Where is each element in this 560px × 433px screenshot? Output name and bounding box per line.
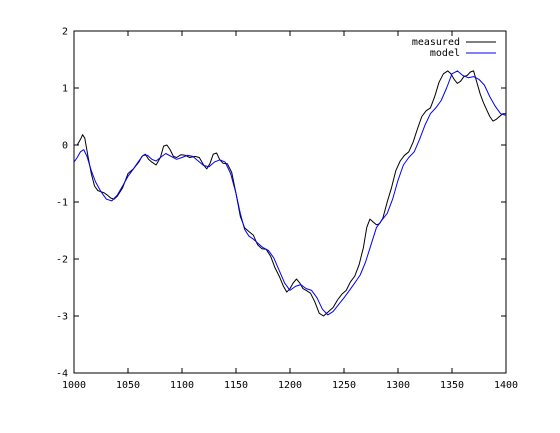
y-tick-label: 2 — [62, 27, 68, 38]
y-tick-label: 0 — [62, 141, 68, 152]
x-tick-label: 1100 — [170, 380, 194, 391]
y-tick-label: 1 — [62, 84, 68, 95]
x-tick-label: 1400 — [494, 380, 518, 391]
series-line-model — [73, 70, 507, 316]
y-tick-label: -1 — [56, 198, 68, 209]
x-tick-label: 1050 — [116, 380, 140, 391]
y-tick-label: -4 — [56, 369, 68, 380]
x-tick-label: 1300 — [386, 380, 410, 391]
legend-label-model: model — [430, 48, 460, 59]
x-tick-label: 1250 — [332, 380, 356, 391]
x-tick-label: 1350 — [440, 380, 464, 391]
series-layer — [73, 70, 507, 317]
axis-ticks: 1000 1050 1100 1150 1200 1250 1300 1350 1400 -4 -3… — [56, 27, 518, 392]
plot-frame — [73, 30, 507, 374]
x-tick-label: 1000 — [62, 380, 86, 391]
series-line-measured — [74, 70, 506, 317]
legend: measured model — [412, 37, 496, 59]
x-tick-label: 1200 — [278, 380, 302, 391]
y-tick-label: -2 — [56, 255, 68, 266]
legend-label-measured: measured — [412, 37, 460, 48]
y-tick-label: -3 — [56, 312, 68, 323]
x-tick-label: 1150 — [224, 380, 248, 391]
